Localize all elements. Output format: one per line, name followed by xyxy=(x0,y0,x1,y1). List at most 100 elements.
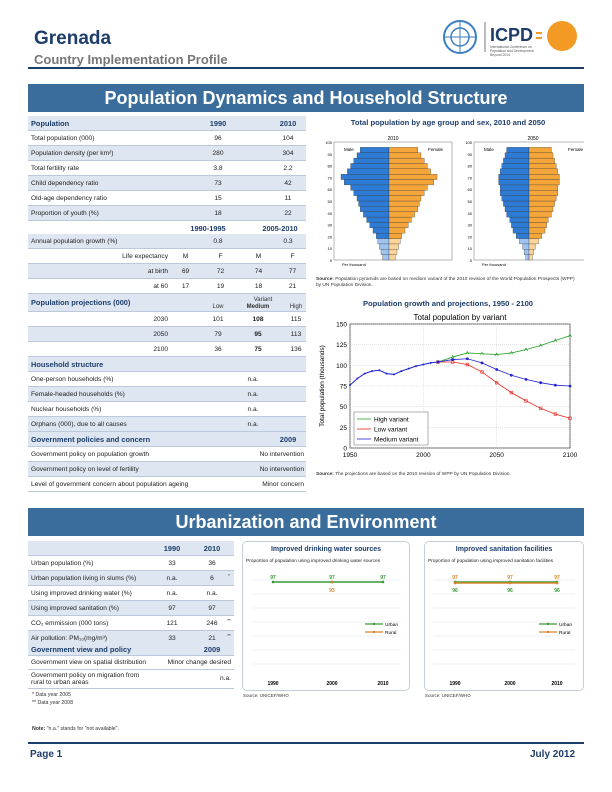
projection-low: 101 xyxy=(212,316,224,323)
historical-point xyxy=(400,370,403,373)
pyramid-female-bar xyxy=(388,233,402,239)
pyramid-female-bar xyxy=(528,147,552,153)
year-1990: 1990 xyxy=(209,119,227,128)
row-value-2010: 42 xyxy=(284,180,292,187)
pyramid-male-bar xyxy=(380,249,390,255)
pyramid-male-bar xyxy=(353,190,390,196)
view-label: Government policy on migration from rura… xyxy=(31,672,140,686)
historical-point xyxy=(363,372,366,375)
footnote-2: ** Data year 2008 xyxy=(32,700,73,706)
pyramid-female-bar xyxy=(528,206,554,212)
pyramid-male-label: Male xyxy=(344,147,354,152)
urban-value-label: 97 xyxy=(270,575,276,581)
policy-value: Minor concern xyxy=(262,481,304,488)
growth-source-text: The projections are based on the 2010 re… xyxy=(335,472,511,477)
pyramid-male-label: Male xyxy=(484,147,494,152)
projection-year: 2100 xyxy=(153,346,168,353)
pyramid-ytick: 90 xyxy=(468,152,473,157)
policy-label: Level of government concern about popula… xyxy=(31,481,189,488)
water-subtitle: Proportion of population using improved … xyxy=(246,559,381,564)
pyramid-ytick: 30 xyxy=(328,223,333,228)
urban-value-2010: n.a. xyxy=(206,590,218,597)
household-title: Household structure xyxy=(31,360,104,369)
rural-value-label: 93 xyxy=(329,588,335,594)
x-tick-label: 2010 xyxy=(551,681,562,687)
series-line xyxy=(438,361,571,419)
pyramid-ytick: 10 xyxy=(468,246,473,251)
pyramid-male-bar xyxy=(504,206,530,212)
row-value-1990: 96 xyxy=(214,135,222,142)
pyramid-ytick: 20 xyxy=(468,234,473,239)
pyramid-male-bar xyxy=(379,243,390,250)
historical-point xyxy=(429,361,432,364)
household-label: One-person households (%) xyxy=(31,376,114,383)
projection-medium: 108 xyxy=(252,316,264,323)
pyramid-ytick: 60 xyxy=(328,187,333,192)
rural-point xyxy=(555,581,559,585)
pyramid-female-bar xyxy=(388,222,409,228)
pyramid-male-bar xyxy=(501,195,530,202)
pyramid-female-bar xyxy=(388,152,422,159)
pyramid-female-bar xyxy=(388,238,401,245)
pyramid-year: 2050 xyxy=(527,136,538,142)
variant-high: High xyxy=(289,304,303,310)
pyramid-female-bar xyxy=(388,168,431,175)
pyramid-female-bar xyxy=(388,184,428,191)
pyramid-female-bar xyxy=(388,211,415,218)
series-point xyxy=(553,412,557,416)
row-label: Proportion of youth (%) xyxy=(31,210,99,217)
pyramid-ytick: 90 xyxy=(328,152,333,157)
country-name: Grenada xyxy=(34,28,112,49)
population-growth-chart: Total population by variant 0 25 50 75 100 125… xyxy=(319,313,578,459)
rural-value-label: 96 xyxy=(507,588,513,594)
series-point xyxy=(509,373,513,377)
growth-source-label: Source: xyxy=(316,472,334,477)
urban-value-2010: 21 xyxy=(208,635,216,642)
projection-row: 2030 101 108 115 xyxy=(28,312,306,327)
pyramid-male-bar xyxy=(344,179,390,186)
pyramid-male-bar xyxy=(522,243,530,250)
legend-marker xyxy=(546,622,550,626)
x-tick-label: 2010 xyxy=(377,681,388,687)
section-banner-population: Population Dynamics and Household Struct… xyxy=(28,84,584,112)
historical-point xyxy=(371,370,373,373)
pyramid-female-bar xyxy=(528,222,547,228)
footnote-1: * Data year 2005 xyxy=(32,692,71,698)
projection-medium: 95 xyxy=(254,331,262,338)
series-point xyxy=(539,381,543,385)
pyramid-source-text: Population pyramids are based on medium … xyxy=(316,277,575,288)
view-title: Government view and policy xyxy=(31,645,132,654)
growth-value-1: 0.8 xyxy=(213,238,223,245)
policy-label: Government policy on level of fertility xyxy=(31,466,139,473)
series-point xyxy=(568,416,572,420)
row-label: Child dependency ratio xyxy=(31,180,99,187)
period-2005-2010: 2005-2010 xyxy=(262,224,298,233)
growth-label: Annual population growth (%) xyxy=(31,238,118,245)
sanitation-title: Improved sanitation facilities xyxy=(455,546,553,553)
series-point xyxy=(450,354,455,359)
view-value: n.a. xyxy=(220,675,231,682)
x-tick-label: 2000 xyxy=(326,681,337,687)
at-birth-label: at birth xyxy=(147,268,168,275)
pyramid-ytick: 60 xyxy=(468,187,473,192)
pyramid-male-bar xyxy=(500,190,530,196)
pyramid-female-bar xyxy=(528,200,555,207)
urban-row: Urban population living in slums (%) n.a.… xyxy=(28,571,234,586)
report-date: July 2012 xyxy=(530,749,576,760)
legend-label: Low variant xyxy=(374,427,407,434)
row-value-1990: 15 xyxy=(214,195,222,202)
pyramid-ytick: 100 xyxy=(465,140,472,145)
pyramid-female-bar xyxy=(388,157,425,164)
pyramid-xlabel: Per thousand xyxy=(482,262,506,267)
pyramid-female-bar xyxy=(388,163,428,169)
series-point xyxy=(451,358,455,361)
un-emblem-icon: ICPD xyxy=(443,20,577,54)
pyramid-ytick: 20 xyxy=(328,234,333,239)
life-col-m2: M xyxy=(255,253,262,260)
pyramid-male-bar xyxy=(356,195,390,202)
y-tick-label: 125 xyxy=(336,342,347,349)
pyramid-ytick: 40 xyxy=(468,211,473,216)
household-value: n.a. xyxy=(247,391,259,398)
pyramid-male-bar xyxy=(506,147,530,153)
